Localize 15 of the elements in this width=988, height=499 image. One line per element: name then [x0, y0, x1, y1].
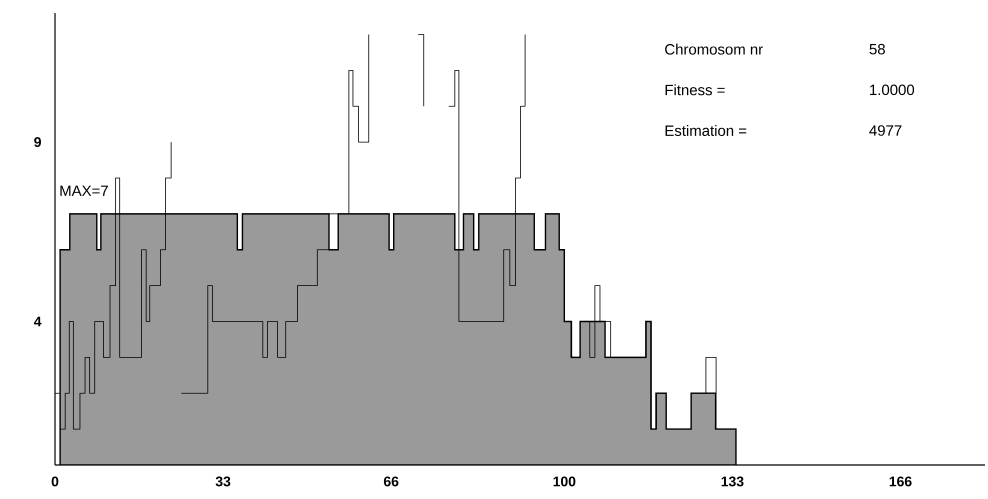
x-tick-label: 166	[890, 476, 912, 486]
annotation: 1.0000	[870, 84, 914, 96]
annotation: Chromosom nr	[665, 44, 763, 55]
annotation: Fitness =	[666, 84, 725, 96]
annotation: 58	[870, 44, 885, 54]
y-tick-label: 4	[34, 316, 42, 326]
x-tick-label: 66	[384, 476, 398, 486]
annotation: Estimation =	[666, 125, 746, 136]
y-tick-label: 9	[34, 137, 41, 148]
x-tick-label: 100	[554, 476, 576, 486]
annotation: 4977	[869, 125, 902, 136]
x-tick-label: 0	[52, 476, 58, 486]
annotation: MAX=7	[60, 186, 108, 196]
x-tick-label: 133	[722, 476, 744, 486]
x-tick-label: 33	[216, 476, 230, 486]
